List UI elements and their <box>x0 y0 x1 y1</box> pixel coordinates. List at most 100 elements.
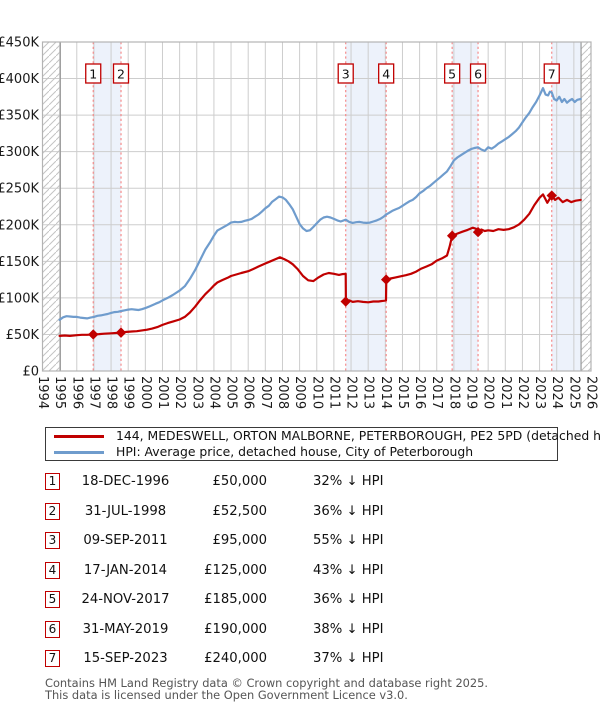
sale-event-badge-box <box>378 63 395 84</box>
table-row: 3 09-SEP-2011 £95,000 55% ↓ HPI <box>0 532 600 551</box>
sale-number-badge: 5 <box>45 591 60 608</box>
x-tick-label: 2017 <box>429 376 444 409</box>
sale-event-badge-number: 3 <box>342 67 350 82</box>
legend-label-price: 144, MEDESWELL, ORTON MALBORNE, PETERBOR… <box>116 428 600 443</box>
y-tick-label: £400K <box>0 72 39 87</box>
x-axis-labels: 1994 1995 1996 1997 1998 1999 2000 2001 2002 2003… <box>35 376 599 409</box>
ownership-band <box>551 42 582 371</box>
hpi-line-swatch <box>54 451 104 454</box>
x-tick-label: 1997 <box>86 376 101 409</box>
plot-frame <box>41 41 592 372</box>
sale-date: 15-SEP-2023 <box>83 651 168 666</box>
x-tick-label: 2002 <box>172 376 187 409</box>
sale-number-badge: 4 <box>45 561 60 579</box>
sale-number-badge: 6 <box>45 620 60 638</box>
table-row: 6 31-MAY-2019 £190,000 38% ↓ HPI <box>0 620 600 640</box>
no-data-hatch-right <box>581 42 591 371</box>
y-tick-label: £150K <box>0 255 39 270</box>
price-vs-hpi-chart: 1 2 3 4 5 6 7 £0 £50K £100K £150K £200K £250K £300K £3… <box>0 35 599 410</box>
x-tick-label: 2022 <box>515 376 530 409</box>
sale-vs-hpi: 37% ↓ HPI <box>313 651 384 666</box>
y-tick-label: £200K <box>0 218 39 233</box>
x-tick-label: 2007 <box>258 376 273 409</box>
x-tick-label: 2001 <box>155 376 170 409</box>
sale-event-badge-number: 4 <box>382 67 390 82</box>
x-tick-label: 2021 <box>498 376 513 409</box>
sale-event-badge-number: 6 <box>474 67 482 82</box>
legend-row-price: 144, MEDESWELL, ORTON MALBORNE, PETERBOR… <box>46 428 600 444</box>
sale-number-badge: 7 <box>45 650 60 667</box>
sale-event-badge-number: 7 <box>548 67 556 82</box>
y-tick-label: £250K <box>0 182 39 197</box>
table-row: 4 17-JAN-2014 £125,000 43% ↓ HPI <box>0 561 600 581</box>
footer-line-1: Contains HM Land Registry data © Crown c… <box>45 676 489 690</box>
sale-date: 31-MAY-2019 <box>82 621 169 637</box>
table-row: 1 18-DEC-1996 £50,000 32% ↓ HPI <box>0 473 600 492</box>
sale-price: £240,000 <box>204 651 267 666</box>
x-tick-label: 2011 <box>326 376 341 409</box>
x-tick-label: 2016 <box>412 376 427 409</box>
x-tick-label: 2004 <box>206 376 221 409</box>
x-tick-label: 1999 <box>121 376 136 409</box>
x-tick-label: 2019 <box>464 376 479 409</box>
x-tick-label: 2008 <box>275 376 290 409</box>
y-tick-label: £300K <box>0 145 39 160</box>
ownership-bands <box>93 42 582 371</box>
sale-event-badge-number: 2 <box>117 67 125 82</box>
sale-event-badge-box <box>337 63 354 84</box>
sale-date: 18-DEC-1996 <box>81 474 170 489</box>
table-row: 7 15-SEP-2023 £240,000 37% ↓ HPI <box>0 650 600 669</box>
sale-price: £190,000 <box>204 621 267 637</box>
sale-date: 24-NOV-2017 <box>81 592 170 607</box>
x-tick-label: 2020 <box>481 376 496 409</box>
sale-number-badge: 2 <box>45 502 60 520</box>
sale-price: £52,500 <box>212 503 267 519</box>
sale-event-badge-box <box>469 63 487 84</box>
sale-number-badge: 1 <box>45 473 60 490</box>
x-tick-label: 2023 <box>532 376 547 409</box>
y-tick-label: £50K <box>6 328 40 343</box>
x-tick-label: 2005 <box>224 376 239 409</box>
sale-event-badge-box <box>112 63 130 84</box>
ownership-band <box>345 42 387 371</box>
y-tick-label: £100K <box>0 291 39 306</box>
sale-number-badge: 3 <box>45 532 60 549</box>
sale-vs-hpi: 43% ↓ HPI <box>313 562 384 578</box>
footer-line-2: This data is licensed under the Open Gov… <box>45 687 408 702</box>
sale-event-badge-number: 5 <box>448 67 456 82</box>
x-tick-label: 2009 <box>292 376 307 409</box>
hpi-line <box>58 86 582 321</box>
ownership-band <box>452 42 479 371</box>
x-tick-label: 2026 <box>584 376 599 409</box>
legend-row-hpi: HPI: Average price, detached house, City… <box>46 444 557 460</box>
sale-event-badge-number: 1 <box>89 67 97 82</box>
sale-vs-hpi: 36% ↓ HPI <box>313 592 384 607</box>
x-tick-label: 2014 <box>378 376 393 409</box>
x-tick-label: 2025 <box>566 376 581 409</box>
sale-vs-hpi: 38% ↓ HPI <box>313 621 384 637</box>
sale-marker <box>546 190 557 201</box>
sale-event-badge-box <box>543 63 560 84</box>
sale-marker <box>88 329 99 340</box>
sale-vs-hpi: 36% ↓ HPI <box>313 503 384 519</box>
price-paid-line <box>58 193 582 337</box>
sale-date: 31-JUL-1998 <box>84 503 167 519</box>
sale-marker <box>446 230 458 241</box>
sale-price: £50,000 <box>212 474 267 489</box>
sale-marker <box>472 226 484 238</box>
sale-vs-hpi: 32% ↓ HPI <box>313 474 384 489</box>
x-tick-label: 1994 <box>35 376 50 409</box>
y-tick-label: £0 <box>22 365 39 380</box>
x-tick-label: 2000 <box>138 376 153 409</box>
sale-marker <box>380 274 392 285</box>
sale-vs-hpi: 55% ↓ HPI <box>313 533 384 548</box>
x-tick-label: 2006 <box>241 376 256 409</box>
sale-marker <box>340 296 351 307</box>
x-tick-label: 2024 <box>549 376 564 409</box>
legend-label-hpi: HPI: Average price, detached house, City… <box>116 444 474 459</box>
table-row: 5 24-NOV-2017 £185,000 36% ↓ HPI <box>0 591 600 610</box>
sale-date: 09-SEP-2011 <box>83 533 168 548</box>
sale-price: £185,000 <box>204 592 267 607</box>
x-tick-label: 2012 <box>344 376 359 409</box>
